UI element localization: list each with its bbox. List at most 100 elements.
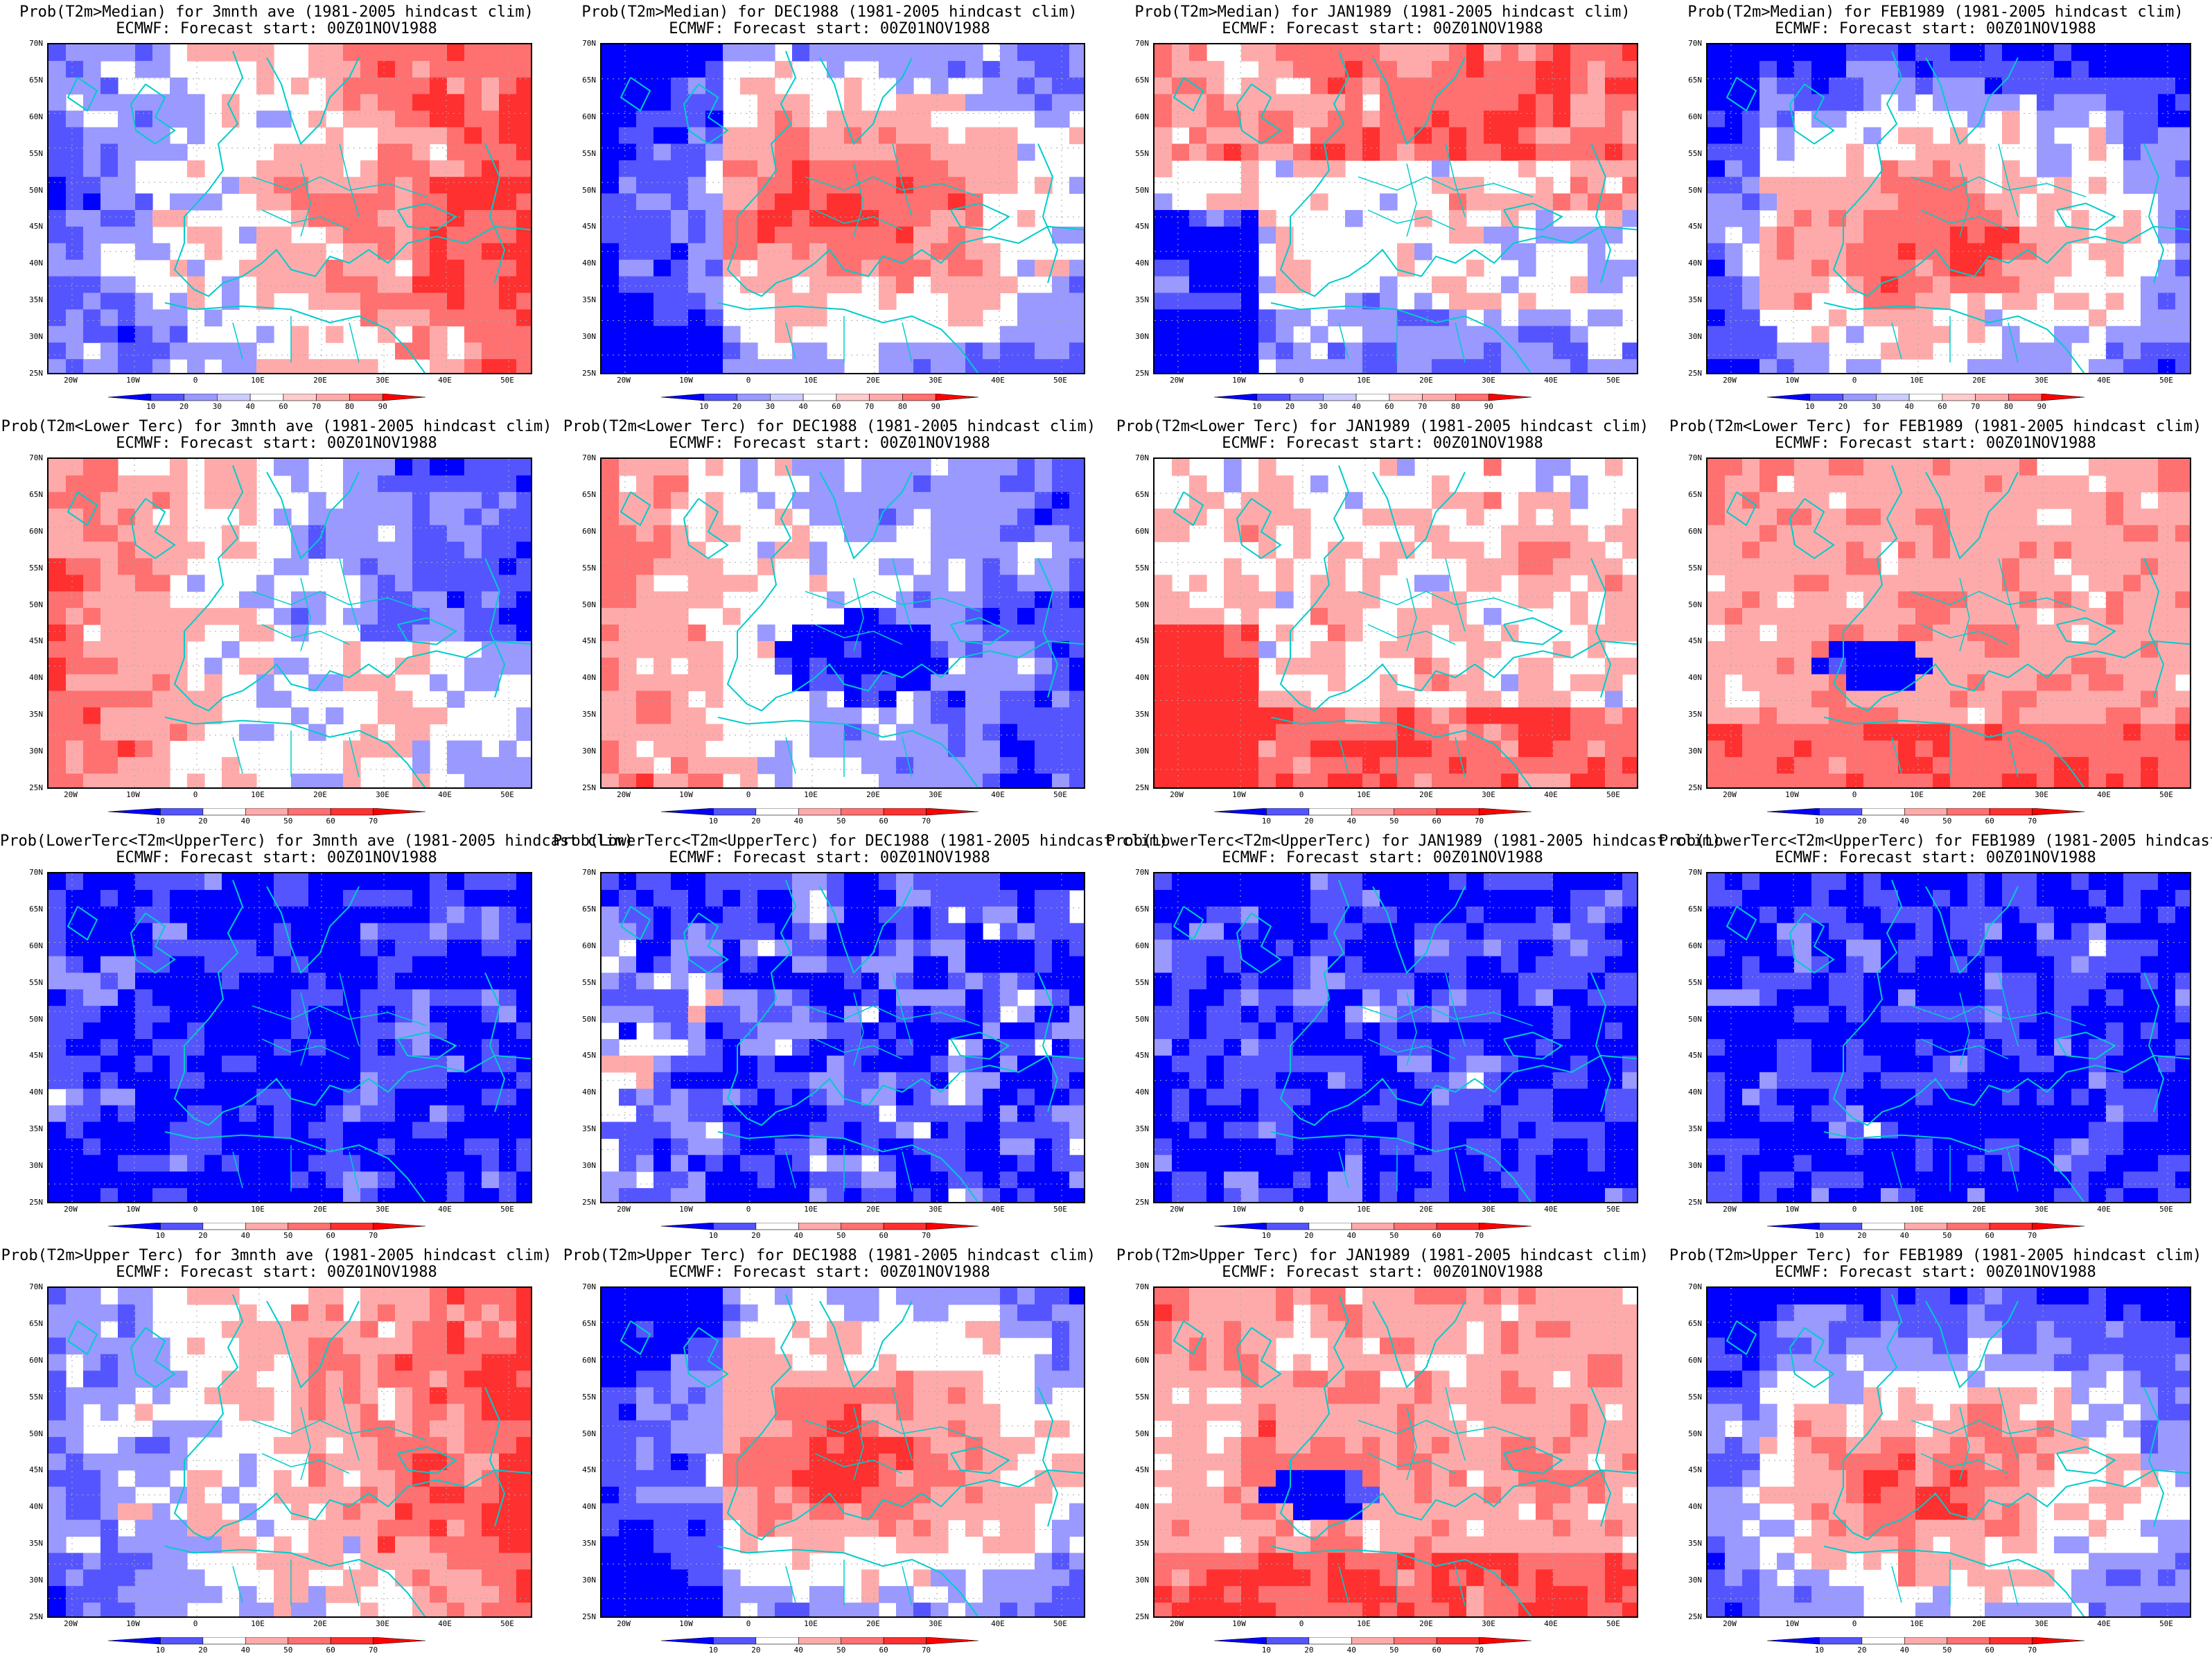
panel-title: Prob(T2m>Median) for JAN1989 (1981-2005 … xyxy=(1134,3,1631,21)
colorbar-swatch xyxy=(249,394,284,401)
probability-cell xyxy=(499,541,517,559)
probability-cell xyxy=(49,326,67,343)
probability-cell xyxy=(516,972,531,990)
probability-cell xyxy=(135,143,153,161)
probability-cell xyxy=(274,276,292,294)
probability-cell xyxy=(965,276,983,294)
probability-cell xyxy=(1588,309,1606,326)
probability-cell xyxy=(1985,575,2003,592)
probability-cell xyxy=(118,575,136,592)
probability-cell xyxy=(378,44,396,62)
latitude-label: 55N xyxy=(29,977,43,987)
probability-cell xyxy=(740,972,758,990)
probability-cell xyxy=(1829,475,1847,493)
probability-cell xyxy=(2054,293,2072,310)
probability-cell xyxy=(2123,740,2141,758)
probability-cell xyxy=(827,873,845,891)
probability-cell xyxy=(757,1072,775,1090)
map-plot-area xyxy=(600,457,1085,789)
probability-cell xyxy=(1811,508,1829,526)
colorbar-swatch xyxy=(184,394,218,401)
probability-cell xyxy=(602,226,620,244)
probability-cell xyxy=(135,1088,153,1106)
probability-cell xyxy=(1017,906,1035,924)
probability-cell xyxy=(1052,625,1070,642)
probability-cell xyxy=(2089,707,2107,724)
probability-cell xyxy=(671,923,689,941)
probability-cell xyxy=(430,459,448,476)
probability-cell xyxy=(1759,575,1778,592)
probability-cell xyxy=(482,110,500,128)
probability-cell xyxy=(2037,558,2055,575)
probability-cell xyxy=(827,707,845,724)
probability-cell xyxy=(775,226,793,244)
probability-cell xyxy=(1466,44,1484,62)
probability-cell xyxy=(965,259,983,277)
probability-cell xyxy=(100,674,119,692)
probability-cell xyxy=(360,625,378,642)
probability-cell xyxy=(2175,210,2190,227)
probability-cell xyxy=(1241,326,1259,343)
probability-cell xyxy=(1345,77,1363,95)
probability-cell xyxy=(66,625,84,642)
probability-cell xyxy=(931,276,949,294)
probability-cell xyxy=(1725,193,1743,211)
probability-cell xyxy=(688,309,706,326)
probability-cell xyxy=(619,690,637,708)
probability-cell xyxy=(1622,508,1637,526)
probability-cell xyxy=(896,60,914,78)
probability-cell xyxy=(619,956,637,973)
probability-cell xyxy=(1967,177,1985,194)
probability-cell xyxy=(152,44,170,62)
probability-cell xyxy=(809,575,827,592)
probability-cell xyxy=(499,1105,517,1123)
probability-cell xyxy=(1155,508,1173,526)
probability-cell xyxy=(2019,491,2037,509)
probability-cell xyxy=(619,757,637,774)
probability-cell xyxy=(1345,491,1363,509)
probability-cell xyxy=(1310,774,1328,787)
latitude-label: 30N xyxy=(1135,747,1149,756)
colorbar-swatch xyxy=(841,808,884,816)
coastline xyxy=(173,880,531,1126)
probability-cell xyxy=(879,1006,897,1023)
probability-cell xyxy=(1484,44,1502,62)
probability-cell xyxy=(775,276,793,294)
probability-cell xyxy=(1189,210,1207,227)
probability-cell xyxy=(653,193,672,211)
probability-cell xyxy=(412,906,430,924)
probability-cell xyxy=(1846,508,1864,526)
probability-cell xyxy=(2106,508,2124,526)
probability-cell xyxy=(447,359,465,373)
probability-cell xyxy=(66,889,84,907)
probability-cell xyxy=(1967,575,1985,592)
probability-cell xyxy=(1777,342,1795,360)
probability-cell xyxy=(1310,608,1328,625)
probability-cell xyxy=(100,1105,119,1123)
probability-cell xyxy=(499,491,517,509)
probability-cell xyxy=(1518,309,1536,326)
probability-cell xyxy=(516,1006,531,1023)
probability-cell xyxy=(152,1006,170,1023)
probability-cell xyxy=(135,1055,153,1073)
probability-cell xyxy=(931,475,949,493)
probability-cell xyxy=(948,724,966,741)
probability-cell xyxy=(2141,77,2159,95)
probability-cell xyxy=(1432,359,1450,373)
probability-cell xyxy=(1362,774,1380,787)
probability-cell xyxy=(1588,243,1606,261)
probability-cell xyxy=(499,774,517,787)
probability-cell xyxy=(1172,243,1190,261)
probability-cell xyxy=(965,724,983,741)
probability-cell xyxy=(636,972,654,990)
probability-cell xyxy=(326,226,344,244)
colorbar-swatch xyxy=(330,808,374,816)
probability-cell xyxy=(378,210,396,227)
longitude-label: 30E xyxy=(929,376,942,385)
probability-cell xyxy=(965,873,983,891)
probability-cell xyxy=(482,459,500,476)
map-plot-area xyxy=(1153,43,1638,374)
probability-cell xyxy=(2175,525,2190,543)
probability-cell xyxy=(983,342,1001,360)
probability-cell xyxy=(1759,359,1778,373)
